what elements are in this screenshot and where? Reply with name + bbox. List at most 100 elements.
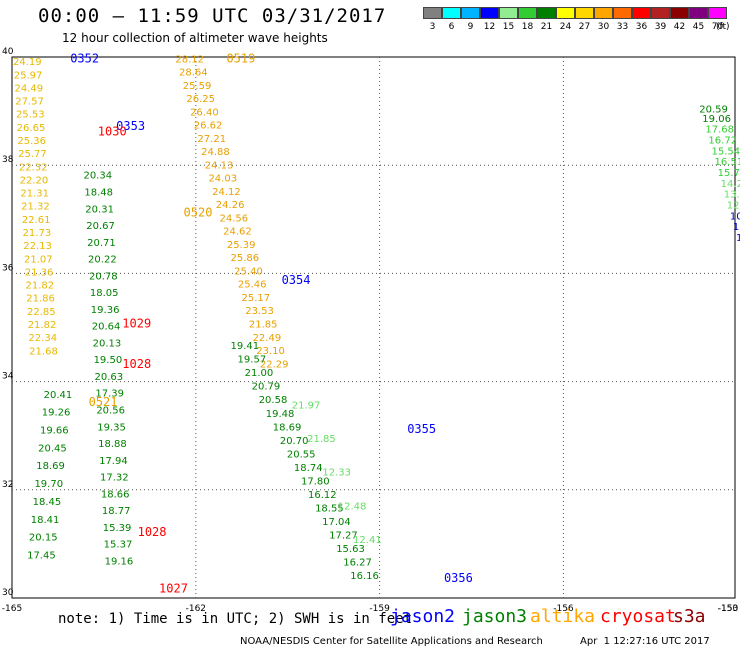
swh-value: 28.64 — [179, 68, 208, 79]
colorbar-label: 30 — [597, 22, 610, 32]
swh-value: 26.40 — [190, 107, 219, 118]
swh-value: 20.22 — [88, 255, 117, 266]
pass-time-label: 0352 — [70, 51, 99, 65]
swh-value: 22.34 — [28, 333, 57, 344]
x-tick-label: -159 — [369, 604, 390, 614]
swh-value: 21.82 — [28, 320, 57, 331]
swh-value: 17.94 — [99, 456, 128, 467]
colorbar-swatch — [708, 7, 727, 19]
swh-value: 10.80 — [730, 211, 740, 222]
swh-value: 18.77 — [102, 506, 131, 517]
swh-value: 20.58 — [259, 395, 288, 406]
swh-value: 24.13 — [205, 160, 234, 171]
colorbar-swatch — [480, 7, 499, 19]
swh-value: 17.27 — [329, 530, 358, 541]
colorbar-label: 36 — [635, 22, 648, 32]
swh-value: 20.41 — [44, 390, 73, 401]
swh-value: 17.68 — [705, 125, 734, 136]
swh-value: 24.19 — [13, 57, 42, 68]
colorbar-swatch — [613, 7, 632, 19]
colorbar-label: 15 — [502, 22, 515, 32]
swh-value: 25.36 — [17, 136, 46, 147]
swh-value: 16.16 — [350, 571, 379, 582]
colorbar-swatch — [499, 7, 518, 19]
legend-cryosat: cryosat — [600, 606, 676, 627]
swh-value: 21.97 — [292, 401, 321, 412]
colorbar-label: 9 — [467, 22, 474, 32]
y-tick-label: 30 — [2, 588, 14, 598]
swh-value: 19.66 — [40, 426, 69, 437]
swh-value: 24.12 — [212, 187, 241, 198]
swh-value: 14.27 — [721, 179, 740, 190]
pass-time-label: 0521 — [89, 395, 118, 409]
credit-text: NOAA/NESDIS Center for Satellite Applica… — [240, 636, 543, 647]
x-tick-label: -153 — [718, 604, 738, 614]
swh-value: 18.74 — [294, 463, 323, 474]
swh-value: 20.78 — [89, 271, 118, 282]
swh-value: 25.46 — [238, 280, 267, 291]
colorbar-label: 18 — [521, 22, 534, 32]
swh-value: 20.13 — [93, 338, 122, 349]
swh-value: 20.70 — [280, 436, 309, 447]
pass-time-label: 0354 — [282, 273, 311, 287]
swh-value: 20.55 — [287, 449, 316, 460]
swh-value: 17.32 — [100, 473, 129, 484]
swh-value: 12.28 — [727, 200, 740, 211]
swh-value: 15.54 — [711, 146, 740, 157]
swh-value: 13.20 — [724, 190, 740, 201]
colorbar-swatch — [689, 7, 708, 19]
swh-value: 20.79 — [252, 382, 281, 393]
swh-value: 25.53 — [16, 110, 45, 121]
swh-value: 20.71 — [87, 238, 116, 249]
colorbar-label: 3 — [429, 22, 436, 32]
swh-value: 20.59 — [699, 105, 728, 116]
swh-value: 10.49 — [736, 233, 740, 244]
swh-value: 24.03 — [208, 174, 237, 185]
x-tick-label: -156 — [553, 604, 574, 614]
swh-value: 22.32 — [19, 162, 48, 173]
pass-time-label: 0355 — [407, 422, 436, 436]
x-tick-label: -165 — [2, 604, 22, 614]
colorbar-swatch — [594, 7, 613, 19]
swh-value: 15.63 — [336, 544, 365, 555]
colorbar-label: 27 — [578, 22, 591, 32]
legend-s3a: s3a — [673, 606, 706, 627]
page-title: 00:00 – 11:59 UTC 03/31/2017 — [38, 5, 387, 27]
swh-value: 25.39 — [227, 240, 256, 251]
timestamp: Apr 1 12:27:16 UTC 2017 — [580, 636, 710, 647]
pass-time-label: 0520 — [184, 206, 213, 220]
swh-value: 25.40 — [234, 266, 263, 277]
swh-value: 21.31 — [20, 189, 49, 200]
swh-value: 22.61 — [22, 215, 51, 226]
swh-value: 18.48 — [84, 187, 113, 198]
legend-altika: altika — [530, 606, 596, 627]
swh-value: 12.41 — [353, 535, 382, 546]
swh-value: 19.50 — [94, 355, 123, 366]
swh-value: 21.86 — [26, 294, 55, 305]
swh-value: 20.34 — [83, 171, 112, 182]
swh-value: 24.62 — [223, 227, 252, 238]
swh-value: 26.25 — [186, 94, 215, 105]
swh-value: 18.41 — [31, 515, 60, 526]
swh-value: 20.63 — [94, 372, 123, 383]
swh-value: 19.36 — [91, 305, 120, 316]
colorbar-label: 39 — [654, 22, 667, 32]
swh-value: 20.31 — [85, 204, 114, 215]
colorbar-swatch — [632, 7, 651, 19]
swh-value: 15.39 — [103, 523, 132, 534]
pass-time-label: 0519 — [226, 51, 255, 65]
swh-value: 21.07 — [24, 254, 53, 265]
swh-value: 24.26 — [216, 200, 245, 211]
swh-value: 25.86 — [231, 253, 260, 264]
colorbar-swatch — [556, 7, 575, 19]
swh-value: 18.55 — [315, 503, 344, 514]
swh-value: 11.83 — [733, 222, 740, 233]
footer-note: note: 1) Time is in UTC; 2) SWH is in fe… — [58, 611, 413, 627]
y-tick-label: 36 — [2, 263, 14, 273]
swh-value: 25.97 — [14, 70, 43, 81]
swh-value: 22.29 — [260, 359, 289, 370]
swh-value: 20.56 — [96, 406, 125, 417]
swh-value: 21.68 — [29, 346, 58, 357]
swh-value: 19.06 — [702, 114, 731, 125]
